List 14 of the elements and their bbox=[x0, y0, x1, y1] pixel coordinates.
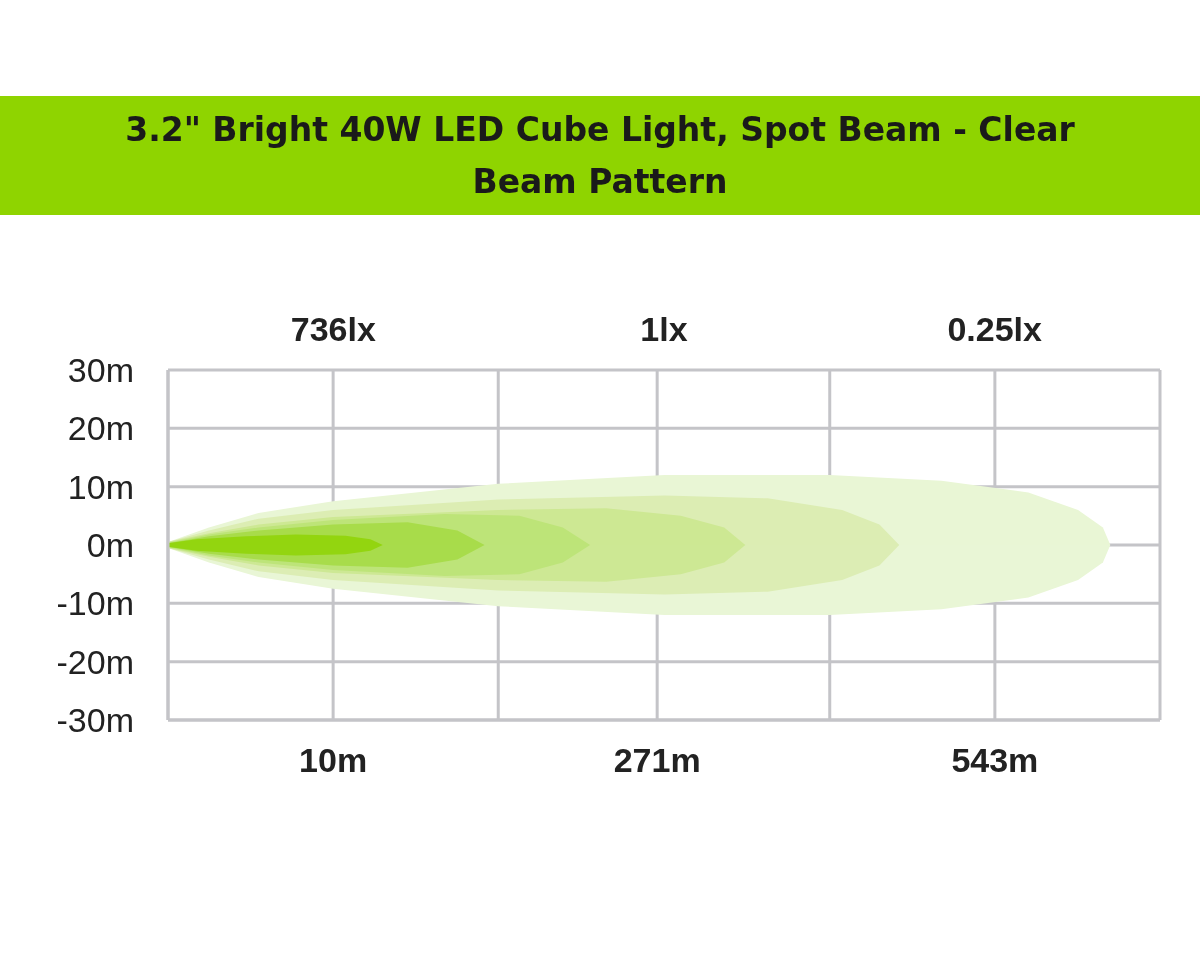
text: 0.25lx bbox=[946, 310, 1043, 349]
y-tick-label: 20m bbox=[67, 409, 134, 448]
text: 736lx bbox=[289, 310, 377, 349]
y-tick-label: -20m bbox=[56, 642, 134, 681]
chart-title: 3.2" Bright 40W LED Cube Light, Spot Beam - Clear Beam Pattern bbox=[124, 108, 1076, 203]
y-tick-label: 10m bbox=[67, 467, 134, 506]
x-tick-label: 10m bbox=[299, 741, 368, 780]
text: 1lx bbox=[639, 310, 689, 349]
y-tick-label: -30m bbox=[56, 701, 134, 740]
y-tick-label: -10m bbox=[56, 584, 134, 623]
x-tick-label: 543m bbox=[951, 741, 1039, 780]
x-tick-label: 271m bbox=[613, 741, 701, 780]
y-tick-label: 30m bbox=[67, 351, 134, 390]
y-tick-label: 0m bbox=[86, 526, 134, 565]
